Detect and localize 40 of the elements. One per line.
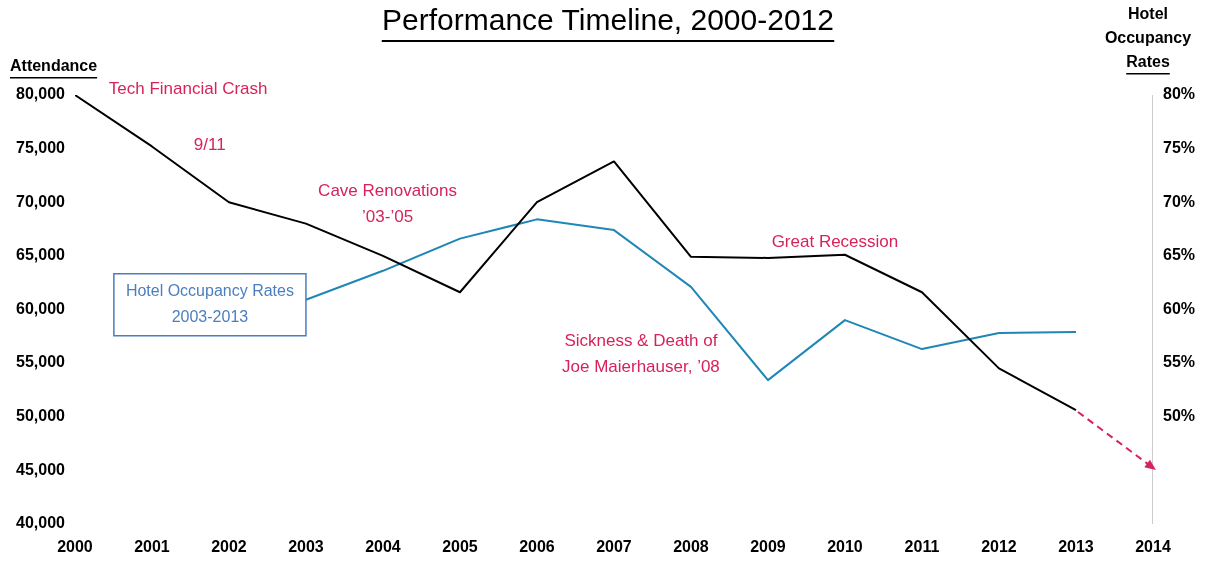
y2-tick-label: 60%	[1162, 299, 1196, 317]
y2-axis-title: Hotel Occupancy Rates	[1104, 5, 1192, 71]
x-tick-label: 2000	[57, 537, 93, 555]
annotation: Great Recession	[771, 231, 899, 251]
x-tick-label: 2009	[750, 537, 786, 555]
x-tick-label: 2010	[827, 537, 863, 555]
y-tick-label: 40,000	[16, 514, 66, 532]
y-tick-label: 45,000	[16, 460, 66, 478]
x-tick-label: 2008	[673, 537, 709, 555]
y2-tick-label: 65%	[1162, 246, 1196, 264]
x-tick-label: 2007	[596, 537, 632, 555]
annotation: Tech Financial Crash	[108, 79, 268, 99]
x-tick-label: 2003	[288, 537, 324, 555]
y-tick-label: 55,000	[16, 353, 66, 371]
y-axis-title: Attendance	[10, 57, 98, 75]
series-label: Hotel Occupancy Rates 2003-2013	[125, 282, 294, 326]
x-tick-label: 2006	[519, 537, 555, 555]
x-tick-label: 2012	[981, 537, 1017, 555]
annotation: 9/11	[193, 135, 226, 155]
y2-tick-label: 50%	[1162, 407, 1196, 425]
chart-title: Performance Timeline, 2000-2012	[382, 3, 834, 37]
y-tick-label: 80,000	[16, 85, 66, 103]
x-tick-label: 2001	[134, 537, 170, 555]
y-tick-label: 60,000	[16, 299, 66, 317]
y-tick-label: 50,000	[16, 407, 66, 425]
annotation: Sickness & Death of Joe Maierhauser, ’08	[561, 331, 720, 377]
y2-tick-label: 70%	[1162, 192, 1196, 210]
x-tick-label: 2013	[1058, 537, 1094, 555]
y-tick-label: 70,000	[16, 192, 66, 210]
y2-tick-label: 75%	[1162, 139, 1196, 157]
x-tick-label: 2005	[442, 537, 478, 555]
y-tick-label: 65,000	[16, 246, 66, 264]
annotation: Cave Renovations ’03-’05	[318, 181, 458, 227]
y-tick-label: 75,000	[16, 139, 66, 157]
y2-tick-label: 55%	[1162, 353, 1196, 371]
x-tick-label: 2004	[365, 537, 401, 555]
x-tick-label: 2011	[904, 537, 940, 555]
x-tick-label: 2002	[211, 537, 247, 555]
y2-tick-label: 80%	[1162, 85, 1196, 103]
x-tick-label: 2014	[1135, 537, 1171, 555]
